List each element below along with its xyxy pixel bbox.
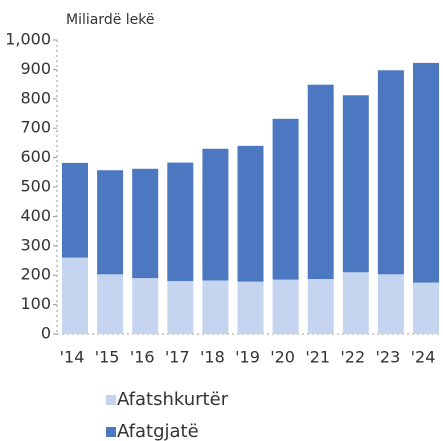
bar-segment: [377, 70, 404, 275]
bar-segment: [307, 279, 334, 334]
bar-segment: [413, 282, 439, 334]
y-tick-label: 0: [41, 324, 51, 343]
bar-segment: [132, 278, 159, 334]
x-tick-label: '14: [60, 348, 85, 367]
y-tick-label: 400: [20, 206, 51, 225]
x-tick-label: '22: [340, 348, 365, 367]
y-tick-label: 100: [20, 294, 51, 313]
bar-segment: [97, 170, 124, 275]
y-tick-label: 300: [20, 235, 51, 254]
bar-segment: [307, 84, 334, 280]
legend-swatch: [106, 427, 116, 437]
bar-segment: [202, 280, 229, 334]
bar-segment: [237, 281, 264, 334]
bar-segment: [62, 257, 88, 334]
axis-label: Miliardë lekë: [66, 12, 155, 28]
bar-segment: [167, 281, 194, 334]
y-tick-label: 500: [20, 177, 51, 196]
bar-segment: [97, 274, 124, 334]
x-tick-label: '16: [130, 348, 155, 367]
y-tick-label: 700: [20, 118, 51, 137]
bar-segment: [377, 274, 404, 334]
x-tick-label: '15: [95, 348, 120, 367]
bar-segment: [342, 272, 369, 334]
y-tick-label: 200: [20, 265, 51, 284]
bar-segment: [237, 145, 264, 282]
y-tick-label: 900: [20, 59, 51, 78]
y-tick-label: 800: [20, 88, 51, 107]
bar-segment: [272, 279, 299, 334]
bar-segment: [167, 162, 194, 282]
x-tick-label: '21: [305, 348, 330, 367]
bar-segment: [342, 95, 369, 273]
bar-segment: [62, 162, 88, 258]
bar-segment: [202, 148, 229, 281]
x-tick-label: '18: [200, 348, 225, 367]
x-tick-label: '17: [165, 348, 190, 367]
x-tick-label: '20: [270, 348, 295, 367]
bar-segment: [272, 118, 299, 280]
x-tick-label: '23: [376, 348, 401, 367]
y-tick-label: 600: [20, 147, 51, 166]
legend-swatch: [106, 395, 116, 405]
legend-label: Afatshkurtër: [117, 389, 229, 410]
x-tick-label: '19: [235, 348, 260, 367]
bar-segment: [132, 168, 159, 279]
legend-label: Afatgjatë: [117, 421, 199, 441]
x-tick-label: '24: [411, 348, 436, 367]
y-tick-label: 1,000: [5, 30, 51, 49]
bar-segment: [413, 62, 439, 283]
